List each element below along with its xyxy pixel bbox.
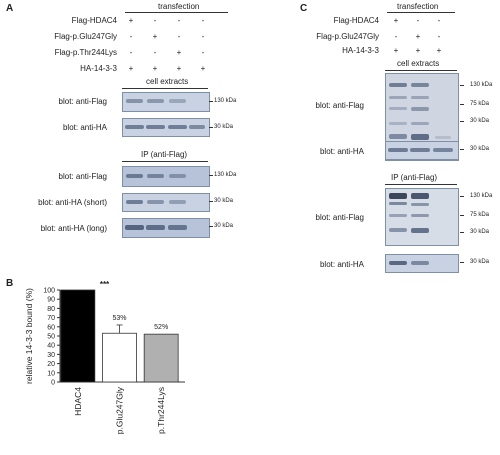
y-tick-label: 20	[47, 361, 55, 368]
blot-label: blot: anti-Flag	[58, 172, 107, 181]
blot-label: blot: anti-HA	[319, 147, 364, 156]
y-tick-label: 100	[43, 288, 55, 295]
y-tick-label: 30	[47, 352, 55, 359]
panel-a-transfection-header: transfection	[158, 2, 200, 11]
sign: +	[415, 32, 421, 41]
data-label: 53%	[112, 315, 126, 322]
sign: -	[437, 16, 441, 25]
blot-label: blot: anti-Flag	[315, 101, 364, 110]
sign: -	[201, 16, 205, 25]
category-label: p.Thr244Lys	[156, 387, 166, 434]
y-tick-label: 50	[47, 334, 55, 341]
panel-c-section-ip: IP (anti-Flag)	[391, 173, 438, 182]
sign: +	[152, 64, 158, 73]
marker-label: 30 kDa	[214, 124, 234, 130]
bar-HDAC4	[60, 289, 96, 383]
panel-b-letter: B	[6, 278, 14, 289]
y-tick-label: 60	[47, 324, 55, 331]
panel-a-row-label: Flag-p.Glu247Gly	[54, 32, 117, 41]
panel-c-ip-rule	[385, 184, 457, 185]
relative-binding-bar-chart: 0 10 20 30 40 50 60 70 80 90 100 relative 14-3-3 bo…	[24, 280, 185, 434]
sign: +	[176, 64, 182, 73]
blot-c-extract-ha	[385, 141, 459, 160]
sign: -	[201, 48, 205, 57]
marker-label: 30 kDa	[214, 223, 234, 229]
panel-c-letter: C	[300, 3, 308, 14]
y-tick-label: 0	[51, 380, 55, 387]
panel-a-extracts-rule	[122, 88, 208, 89]
sign: +	[128, 16, 134, 25]
marker-label: 75 kDa	[470, 212, 490, 218]
panel-a-ip-rule	[122, 161, 208, 162]
marker-label: 75 kDa	[470, 101, 490, 107]
blot-label: blot: anti-HA	[62, 123, 107, 132]
sign: +	[415, 46, 421, 55]
panel-c-transfection-rule	[387, 12, 455, 13]
y-tick-label: 90	[47, 297, 55, 304]
sign: -	[177, 32, 181, 41]
sign: +	[436, 46, 442, 55]
panel-c-row-label: Flag-p.Glu247Gly	[316, 32, 379, 41]
sign: -	[153, 16, 157, 25]
panel-a-row-label: Flag-HDAC4	[71, 16, 117, 25]
sign: +	[200, 64, 206, 73]
panel-a-letter: A	[6, 3, 14, 14]
sign: -	[394, 32, 398, 41]
marker-label: 130 kDa	[214, 172, 237, 178]
blot-label: blot: anti-HA (long)	[40, 224, 107, 233]
marker-label: 30 kDa	[470, 229, 490, 235]
marker-label: 30 kDa	[470, 118, 490, 124]
category-label: p.Glu247Gly	[115, 386, 125, 434]
panel-a-transfection-rule	[125, 12, 228, 13]
marker-label: 130 kDa	[214, 98, 237, 104]
panel-c-row-label: Flag-HDAC4	[333, 16, 379, 25]
sign: -	[153, 48, 157, 57]
blot-label: blot: anti-Flag	[58, 97, 107, 106]
sign: -	[416, 16, 420, 25]
marker-label: 130 kDa	[470, 82, 493, 88]
sign: -	[201, 32, 205, 41]
blot-a-extract-flag	[122, 92, 210, 112]
marker-label: 30 kDa	[470, 259, 490, 265]
sign: -	[129, 48, 133, 57]
blot-a-ip-ha-short	[122, 193, 210, 212]
sign: -	[437, 32, 441, 41]
blot-c-ip-ha	[385, 254, 459, 273]
blot-c-ip-flag	[385, 188, 459, 246]
panel-a-section-ip: IP (anti-Flag)	[141, 150, 188, 159]
blot-a-extract-ha	[122, 118, 210, 137]
bar-p.Glu247Gly	[102, 332, 137, 383]
sign: +	[393, 16, 399, 25]
category-label: HDAC4	[73, 387, 83, 416]
bar-p.Thr244Lys	[143, 333, 179, 383]
panel-c-row-label: HA-14-3-3	[342, 46, 379, 55]
y-tick-label: 70	[47, 315, 55, 322]
sign: -	[177, 16, 181, 25]
panel-a-section-extracts: cell extracts	[146, 77, 189, 86]
significance-marker: ***	[100, 280, 110, 289]
y-tick-label: 80	[47, 306, 55, 313]
blot-label: blot: anti-HA	[319, 260, 364, 269]
blot-a-ip-ha-long	[122, 218, 210, 238]
blot-a-ip-flag	[122, 166, 210, 187]
blot-label: blot: anti-HA (short)	[38, 198, 107, 207]
panel-c-extracts-rule	[385, 70, 457, 71]
y-axis-label: relative 14-3-3 bound (%)	[24, 288, 34, 384]
marker-label: 130 kDa	[470, 193, 493, 199]
y-tick-label: 10	[47, 370, 55, 377]
sign: +	[176, 48, 182, 57]
data-label: 52%	[154, 324, 168, 331]
marker-label: 30 kDa	[214, 198, 234, 204]
panel-a-row-label: HA-14-3-3	[80, 64, 117, 73]
blot-label: blot: anti-Flag	[315, 213, 364, 222]
panel-c-section-extracts: cell extracts	[397, 59, 440, 68]
panel-c-transfection-header: transfection	[397, 2, 439, 11]
sign: +	[393, 46, 399, 55]
marker-label: 30 kDa	[470, 146, 490, 152]
sign: -	[129, 32, 133, 41]
sign: +	[152, 32, 158, 41]
sign: +	[128, 64, 134, 73]
y-tick-label: 40	[47, 343, 55, 350]
panel-a-row-label: Flag-p.Thr244Lys	[54, 48, 117, 57]
